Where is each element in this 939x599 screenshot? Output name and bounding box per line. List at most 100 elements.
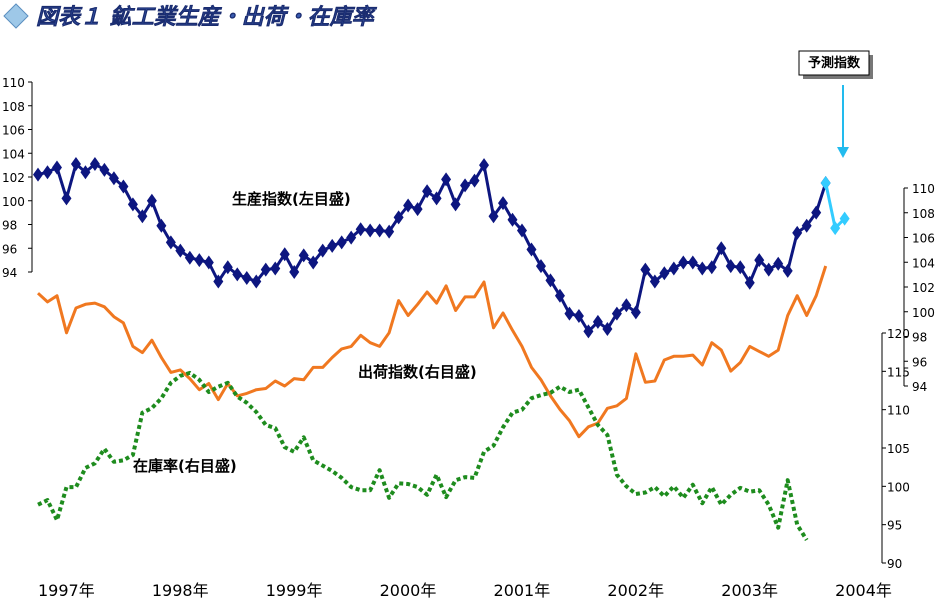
y-tick-label: 98 <box>912 331 927 345</box>
marker <box>516 223 527 238</box>
marker <box>355 222 366 237</box>
callout-text: 予測指数 <box>808 55 861 71</box>
y-tick-label: 108 <box>912 207 935 221</box>
marker <box>479 158 490 173</box>
x-tick-label: 1999年 <box>266 581 323 599</box>
marker <box>526 242 537 257</box>
x-tick-label: 2003年 <box>721 581 778 599</box>
marker <box>80 165 91 180</box>
chart-title: 図表１ 鉱工業生産・出荷・在庫率 <box>36 4 378 30</box>
y-tick-label: 100 <box>887 480 910 494</box>
y-tick-label: 96 <box>2 242 17 256</box>
x-tick-label: 2004年 <box>835 581 892 599</box>
marker <box>839 211 850 226</box>
x-tick-label: 1997年 <box>38 581 95 599</box>
marker <box>317 243 328 258</box>
series-label: 生産指数(左目盛) <box>232 190 351 208</box>
marker <box>327 238 338 253</box>
marker <box>175 243 186 258</box>
series-line <box>37 162 828 333</box>
marker <box>308 255 319 270</box>
marker <box>403 198 414 213</box>
x-tick-label: 2002年 <box>607 581 664 599</box>
y-tick-label: 95 <box>887 519 902 533</box>
marker <box>754 253 765 268</box>
y-tick-label: 100 <box>2 195 25 209</box>
marker <box>649 274 660 289</box>
marker <box>89 156 100 171</box>
marker <box>203 255 214 270</box>
marker <box>118 179 129 194</box>
series-line <box>37 370 809 542</box>
title-icon <box>3 3 29 29</box>
y-tick-label: 104 <box>912 256 935 270</box>
y-tick-label: 106 <box>912 232 935 246</box>
marker <box>61 191 72 206</box>
marker <box>488 209 499 224</box>
marker <box>346 230 357 245</box>
series-line <box>36 265 828 439</box>
y-tick-label: 94 <box>2 266 17 280</box>
marker <box>507 212 518 227</box>
x-tick-label: 1998年 <box>152 581 209 599</box>
y-tick-label: 110 <box>912 182 935 196</box>
marker <box>554 288 565 303</box>
marker <box>251 274 262 289</box>
marker <box>336 235 347 250</box>
marker <box>156 218 167 233</box>
marker <box>422 184 433 199</box>
marker <box>51 160 62 175</box>
marker <box>763 262 774 277</box>
marker <box>33 167 43 182</box>
marker <box>184 250 195 265</box>
y-tick-label: 100 <box>912 306 935 320</box>
marker <box>279 247 290 262</box>
marker <box>573 308 584 323</box>
series-label: 在庫率(右目盛) <box>133 457 237 475</box>
y-tick-label: 90 <box>887 557 902 571</box>
marker <box>70 156 81 171</box>
marker <box>298 248 309 263</box>
marker <box>165 235 176 250</box>
marker <box>146 193 157 208</box>
marker <box>678 255 689 270</box>
y-tick-label: 94 <box>912 380 927 394</box>
y-tick-label: 96 <box>912 355 927 369</box>
marker <box>602 322 613 336</box>
marker <box>659 266 670 281</box>
y-tick-label: 120 <box>887 327 910 341</box>
marker <box>716 241 727 256</box>
y-tick-label: 110 <box>2 76 25 90</box>
marker <box>412 202 423 217</box>
marker <box>687 255 698 270</box>
marker <box>99 162 110 177</box>
y-tick-label: 115 <box>887 365 910 379</box>
marker <box>592 314 603 329</box>
marker <box>384 224 395 239</box>
marker <box>460 178 471 193</box>
y-tick-label: 106 <box>2 124 25 138</box>
marker <box>137 209 148 224</box>
marker <box>535 259 546 274</box>
marker <box>564 306 575 321</box>
marker <box>640 262 651 277</box>
marker <box>583 324 594 339</box>
y-tick-label: 105 <box>887 442 910 456</box>
marker <box>232 267 243 282</box>
marker <box>706 260 717 275</box>
marker <box>782 263 793 278</box>
marker <box>697 261 708 276</box>
marker <box>374 223 385 238</box>
marker <box>820 175 831 190</box>
marker <box>621 298 632 313</box>
y-tick-label: 98 <box>2 219 17 233</box>
y-tick-label: 108 <box>2 100 25 114</box>
marker <box>289 265 300 279</box>
marker <box>213 274 224 289</box>
marker <box>735 260 746 275</box>
y-tick-label: 110 <box>887 404 910 418</box>
marker <box>127 197 138 212</box>
marker <box>393 210 404 225</box>
series-label: 出荷指数(右目盛) <box>358 363 477 381</box>
